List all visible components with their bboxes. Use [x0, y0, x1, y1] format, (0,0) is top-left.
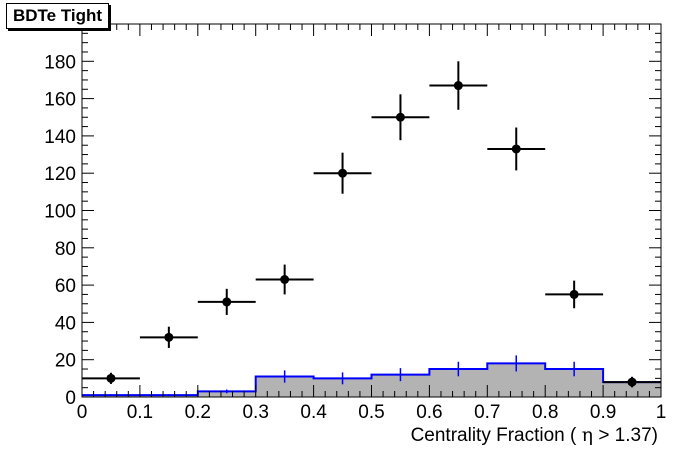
data-point	[82, 372, 140, 384]
data-point-marker	[569, 289, 579, 299]
x-tick-label: 0.7	[474, 402, 500, 423]
tick-labels: 0 0.1 0.2 0.3 0.4 0.5 0.6 0.7 0.8 0.9 1 0 20 40 60 80 10…	[44, 15, 666, 423]
y-tick-label: 20	[55, 351, 76, 372]
data-point	[371, 94, 430, 141]
x-tick-label: 0.6	[416, 402, 442, 423]
data-point-marker	[453, 81, 463, 91]
background-histogram-fill	[82, 363, 661, 397]
data-point	[313, 152, 372, 194]
y-tick-label: 100	[44, 202, 76, 223]
data-point	[139, 326, 198, 348]
data-point-marker	[627, 377, 637, 387]
x-tick-label: 0.9	[590, 402, 616, 423]
x-tick-label: 0.4	[300, 402, 327, 423]
y-tick-label: 180	[44, 52, 76, 73]
data-point-marker	[222, 297, 232, 307]
x-tick-label: 0	[77, 402, 88, 423]
data-point	[545, 280, 604, 309]
data-point-marker	[511, 144, 521, 154]
x-tick-label: 0.5	[358, 402, 384, 423]
x-tick-label: 0.1	[127, 402, 153, 423]
y-tick-label: 120	[44, 164, 76, 185]
data-point	[255, 264, 314, 295]
x-axis-label: Centrality Fraction ( η > 1.37)	[411, 424, 658, 447]
data-point-marker	[164, 332, 174, 342]
x-tick-label: 0.2	[185, 402, 211, 423]
y-tick-label: 60	[55, 276, 76, 297]
y-tick-label: 40	[55, 313, 76, 334]
x-tick-label: 0.3	[242, 402, 268, 423]
data-point	[197, 288, 256, 315]
y-tick-label: 0	[65, 388, 76, 409]
plot-frame	[81, 23, 662, 398]
data-point	[429, 61, 488, 110]
y-tick-label: 140	[44, 127, 76, 148]
y-tick-label: 160	[44, 90, 76, 111]
data-point-marker	[280, 275, 290, 285]
data-points	[82, 61, 661, 388]
x-axis-label-post: > 1.37)	[598, 425, 658, 446]
data-point	[603, 376, 661, 388]
eta-symbol: η	[581, 424, 594, 446]
data-point	[487, 127, 546, 171]
x-tick-label: 1	[656, 402, 667, 423]
x-tick-label: 0.8	[532, 402, 558, 423]
chart-title: BDTe Tight	[6, 3, 110, 29]
data-point-marker	[106, 373, 116, 383]
data-point-marker	[395, 112, 405, 122]
x-axis-label-pre: Centrality Fraction (	[410, 425, 577, 446]
data-point-marker	[338, 168, 348, 178]
y-tick-label: 80	[55, 239, 76, 260]
